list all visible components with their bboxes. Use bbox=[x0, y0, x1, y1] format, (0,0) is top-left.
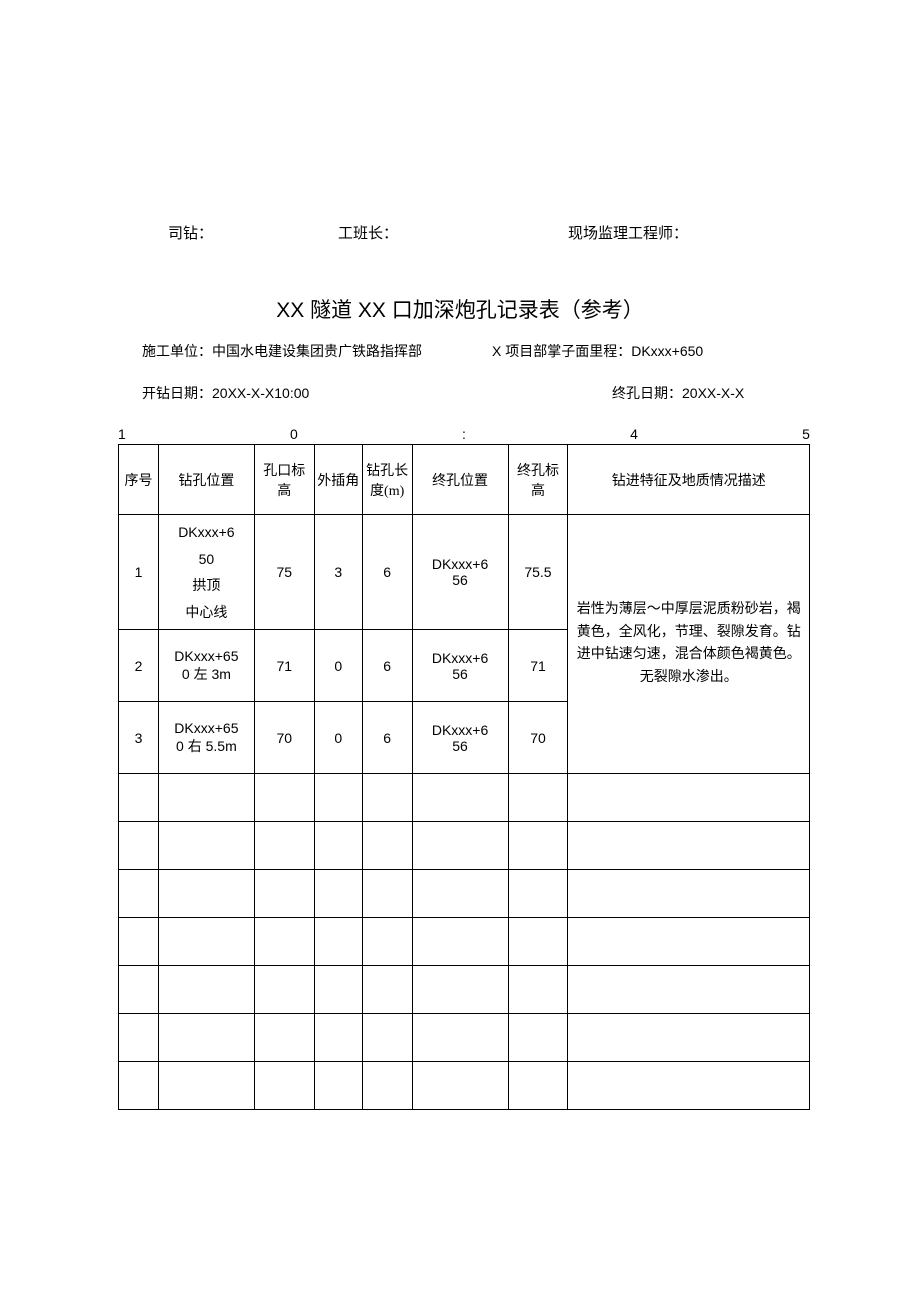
start-date: 开钻日期：20XX-X-X10:00 bbox=[142, 383, 612, 403]
cell-length: 6 bbox=[362, 515, 412, 630]
project-mileage: X 项目部掌子面里程：DKxxx+650 bbox=[492, 341, 703, 361]
cell-end-elev: 75.5 bbox=[508, 515, 568, 630]
table-row-empty bbox=[119, 774, 810, 822]
signature-row: 司钻： 工班长： 现场监理工程师： bbox=[168, 222, 820, 243]
cell-length: 6 bbox=[362, 630, 412, 702]
cell-seq: 1 bbox=[119, 515, 159, 630]
table-row-empty bbox=[119, 1062, 810, 1110]
cell-end-elev: 71 bbox=[508, 630, 568, 702]
cell-end-pos: DKxxx+656 bbox=[412, 702, 508, 774]
table-row-empty bbox=[119, 1014, 810, 1062]
scale-mark: 4 bbox=[630, 426, 638, 442]
cell-length: 6 bbox=[362, 702, 412, 774]
foreman-label: 工班长： bbox=[338, 222, 568, 243]
cell-end-elev: 70 bbox=[508, 702, 568, 774]
cell-hole-elev: 70 bbox=[254, 702, 314, 774]
drilling-record-table: 序号 钻孔位置 孔口标高 外插角 钻孔长度(m) 终孔位置 终孔标高 钻进特征及… bbox=[118, 444, 810, 1110]
supervisor-label: 现场监理工程师： bbox=[568, 222, 688, 243]
cell-angle: 0 bbox=[314, 702, 362, 774]
page-title: XX 隧道 XX 口加深炮孔记录表（参考） bbox=[0, 294, 920, 324]
driller-label: 司钻： bbox=[168, 222, 338, 243]
header-seq: 序号 bbox=[119, 445, 159, 515]
construction-unit: 施工单位：中国水电建设集团贵广铁路指挥部 bbox=[142, 341, 492, 361]
cell-hole-elev: 71 bbox=[254, 630, 314, 702]
cell-angle: 3 bbox=[314, 515, 362, 630]
scale-mark: 1 bbox=[118, 426, 126, 442]
info-row-2: 开钻日期：20XX-X-X10:00 终孔日期：20XX-X-X bbox=[142, 383, 820, 403]
scale-mark: 5 bbox=[802, 426, 810, 442]
table-header-row: 序号 钻孔位置 孔口标高 外插角 钻孔长度(m) 终孔位置 终孔标高 钻进特征及… bbox=[119, 445, 810, 515]
info-row-1: 施工单位：中国水电建设集团贵广铁路指挥部 X 项目部掌子面里程：DKxxx+65… bbox=[142, 341, 820, 361]
cell-seq: 2 bbox=[119, 630, 159, 702]
cell-hole-elev: 75 bbox=[254, 515, 314, 630]
cell-drill-pos: DKxxx+650拱顶中心线 bbox=[158, 515, 254, 630]
table-row-empty bbox=[119, 966, 810, 1014]
header-length: 钻孔长度(m) bbox=[362, 445, 412, 515]
header-hole-elev: 孔口标高 bbox=[254, 445, 314, 515]
cell-drill-pos: DKxxx+650 右 5.5m bbox=[158, 702, 254, 774]
table-row: 1 DKxxx+650拱顶中心线 75 3 6 DKxxx+656 75.5 岩… bbox=[119, 515, 810, 630]
cell-drill-pos: DKxxx+650 左 3m bbox=[158, 630, 254, 702]
header-drill-pos: 钻孔位置 bbox=[158, 445, 254, 515]
cell-end-pos: DKxxx+656 bbox=[412, 630, 508, 702]
table-row-empty bbox=[119, 918, 810, 966]
header-end-elev: 终孔标高 bbox=[508, 445, 568, 515]
header-end-pos: 终孔位置 bbox=[412, 445, 508, 515]
cell-seq: 3 bbox=[119, 702, 159, 774]
table-row-empty bbox=[119, 822, 810, 870]
scale-mark: : bbox=[462, 426, 466, 442]
cell-end-pos: DKxxx+656 bbox=[412, 515, 508, 630]
scale-row: 1 0 : 4 5 bbox=[118, 426, 810, 442]
cell-description: 岩性为薄层～中厚层泥质粉砂岩，褐黄色，全风化，节理、裂隙发育。钻进中钻速匀速，混… bbox=[568, 515, 810, 774]
scale-mark: 0 bbox=[290, 426, 298, 442]
cell-angle: 0 bbox=[314, 630, 362, 702]
end-date: 终孔日期：20XX-X-X bbox=[612, 383, 744, 403]
table-row-empty bbox=[119, 870, 810, 918]
header-angle: 外插角 bbox=[314, 445, 362, 515]
header-desc: 钻进特征及地质情况描述 bbox=[568, 445, 810, 515]
